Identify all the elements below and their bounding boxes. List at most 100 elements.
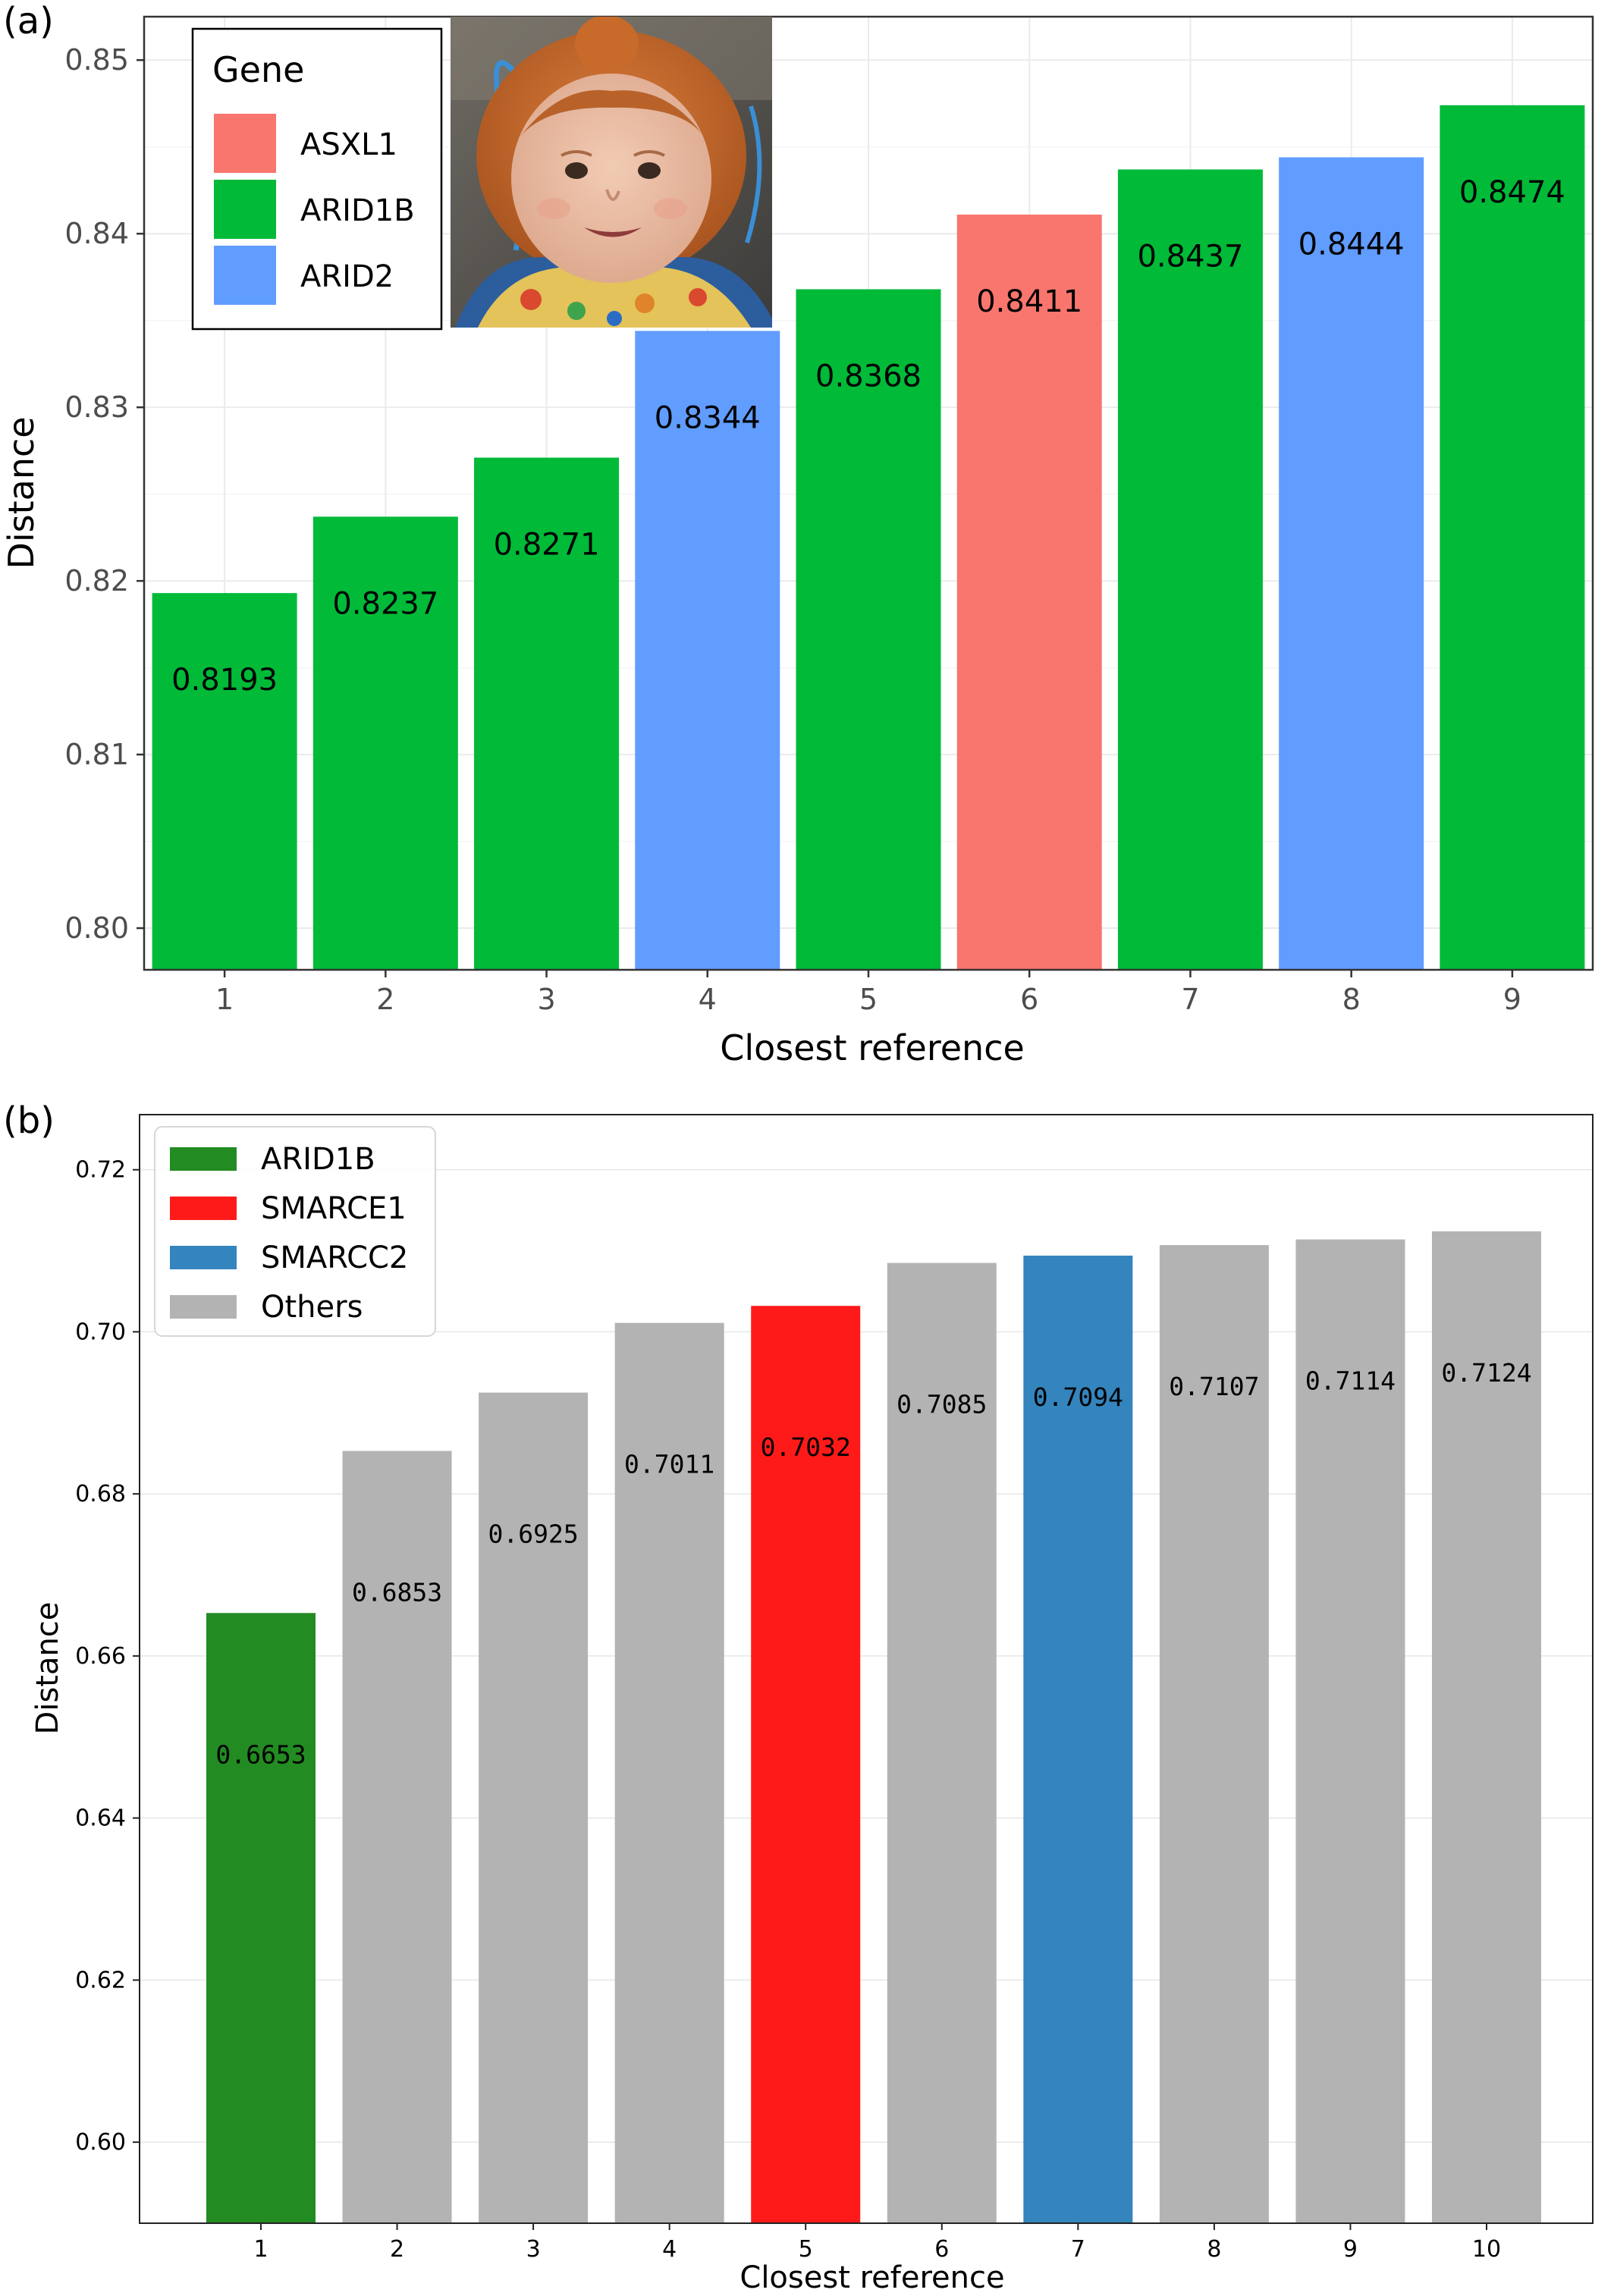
legend-label-asxl1: ASXL1 bbox=[300, 127, 397, 162]
x-tick-label: 3 bbox=[537, 983, 555, 1016]
bar-value-label: 0.7124 bbox=[1441, 1358, 1531, 1388]
legend-swatch-arid2 bbox=[214, 246, 276, 305]
x-tick-label: 3 bbox=[526, 2236, 541, 2263]
chart-b-y-ticks: 0.60 0.62 0.64 0.66 0.68 0.70 0.72 bbox=[75, 1157, 140, 2156]
x-tick-label: 10 bbox=[1472, 2236, 1501, 2263]
y-tick-label: 0.85 bbox=[64, 43, 129, 77]
y-tick-label: 0.60 bbox=[75, 2129, 126, 2156]
bar-5 bbox=[796, 289, 941, 970]
bar-6 bbox=[956, 215, 1102, 971]
y-tick-label: 0.66 bbox=[75, 1643, 126, 1670]
bar-10 bbox=[1432, 1231, 1541, 2223]
bar-2 bbox=[312, 516, 458, 970]
y-tick-label: 0.68 bbox=[75, 1481, 126, 1507]
bar-3 bbox=[479, 1392, 589, 2223]
bar-value-label: 0.8344 bbox=[655, 400, 761, 435]
chart-a-x-axis-title: Closest reference bbox=[720, 1027, 1025, 1068]
y-tick-label: 0.62 bbox=[75, 1967, 126, 1993]
bar-7 bbox=[1117, 169, 1263, 971]
bar-4 bbox=[635, 331, 780, 970]
bar-4 bbox=[614, 1322, 724, 2223]
bar-value-label: 0.7085 bbox=[896, 1390, 987, 1419]
x-tick-label: 6 bbox=[1020, 983, 1038, 1016]
legend-swatch-asxl1 bbox=[214, 114, 276, 173]
x-tick-label: 8 bbox=[1342, 983, 1361, 1016]
legend-swatch-arid1b-b bbox=[170, 1147, 237, 1171]
y-tick-label: 0.81 bbox=[64, 738, 129, 771]
bar-value-label: 0.6853 bbox=[352, 1578, 442, 1608]
bar-value-label: 0.7114 bbox=[1305, 1366, 1396, 1396]
chart-b-x-ticks: 1 2 3 4 5 6 7 8 9 10 bbox=[253, 2223, 1501, 2263]
chart-b-bar-labels: 0.6653 0.6853 0.6925 0.7011 0.7032 0.7085 0.70… bbox=[215, 1358, 1531, 1769]
bar-value-label: 0.8411 bbox=[976, 284, 1082, 319]
chart-b-legend: ARID1B SMARCE1 SMARCC2 Others bbox=[154, 1126, 436, 1337]
legend-swatch-smarcc2 bbox=[170, 1246, 237, 1269]
legend-label-arid1b-b: ARID1B bbox=[261, 1142, 375, 1177]
chart-b-bars bbox=[206, 1231, 1541, 2223]
chart-a-y-ticks: 0.80 0.81 0.82 0.83 0.84 0.85 bbox=[64, 43, 144, 945]
bar-value-label: 0.6925 bbox=[488, 1520, 579, 1549]
y-tick-label: 0.64 bbox=[75, 1805, 126, 1832]
panel-label-b: (b) bbox=[3, 1099, 55, 1142]
bar-1 bbox=[206, 1613, 316, 2223]
x-tick-label: 9 bbox=[1503, 983, 1521, 1016]
chart-a-bar-labels: 0.8193 0.8237 0.8271 0.8344 0.8368 0.8411 0.84… bbox=[171, 175, 1565, 698]
legend-swatch-others bbox=[170, 1295, 237, 1319]
x-tick-label: 1 bbox=[215, 983, 234, 1016]
legend-label-arid1b: ARID1B bbox=[300, 193, 415, 228]
bar-8 bbox=[1279, 157, 1424, 971]
child-portrait-photo bbox=[451, 17, 772, 328]
y-tick-label: 0.82 bbox=[64, 564, 129, 598]
chart-b-x-axis-title: Closest reference bbox=[739, 2260, 1004, 2295]
bar-value-label: 0.8474 bbox=[1459, 175, 1565, 210]
bar-6 bbox=[887, 1262, 997, 2223]
x-tick-label: 4 bbox=[662, 2236, 677, 2263]
bar-7 bbox=[1023, 1255, 1133, 2223]
chart-a-bars bbox=[152, 105, 1585, 971]
bar-1 bbox=[152, 593, 297, 970]
bar-9 bbox=[1440, 105, 1585, 970]
bar-9 bbox=[1295, 1239, 1405, 2223]
bar-2 bbox=[342, 1451, 452, 2223]
legend-swatch-smarce1 bbox=[170, 1197, 237, 1220]
legend-swatch-arid1b bbox=[214, 180, 276, 239]
bar-value-label: 0.7011 bbox=[624, 1450, 714, 1479]
bar-value-label: 0.8271 bbox=[494, 528, 600, 563]
bar-value-label: 0.8368 bbox=[815, 359, 922, 394]
bar-value-label: 0.7032 bbox=[761, 1432, 851, 1462]
bar-value-label: 0.7094 bbox=[1033, 1382, 1123, 1412]
x-tick-label: 5 bbox=[859, 983, 878, 1016]
chart-a-y-axis-title: Distance bbox=[1, 416, 42, 569]
bar-value-label: 0.8193 bbox=[171, 663, 278, 698]
x-tick-label: 8 bbox=[1207, 2236, 1221, 2263]
legend-label-smarcc2: SMARCC2 bbox=[261, 1241, 408, 1275]
y-tick-label: 0.83 bbox=[64, 391, 129, 424]
y-tick-label: 0.72 bbox=[75, 1157, 126, 1184]
chart-a-x-ticks: 1 2 3 4 5 6 7 8 9 bbox=[215, 970, 1521, 1016]
panel-label-a: (a) bbox=[3, 0, 54, 42]
x-tick-label: 1 bbox=[253, 2236, 268, 2263]
chart-b-legend-box bbox=[154, 1126, 436, 1337]
bar-value-label: 0.8444 bbox=[1298, 227, 1405, 262]
legend-label-smarce1: SMARCE1 bbox=[261, 1191, 407, 1226]
legend-label-others: Others bbox=[261, 1290, 363, 1325]
y-tick-label: 0.80 bbox=[64, 911, 129, 945]
y-tick-label: 0.84 bbox=[64, 217, 129, 250]
chart-b-y-axis-title: Distance bbox=[30, 1602, 65, 1735]
chart-b-plot-border bbox=[139, 1114, 1594, 2224]
x-tick-label: 4 bbox=[699, 983, 717, 1016]
chart-a-legend: Gene ASXL1 ARID1B ARID2 bbox=[191, 27, 443, 331]
bar-3 bbox=[474, 457, 620, 970]
x-tick-label: 9 bbox=[1343, 2236, 1358, 2263]
bar-8 bbox=[1159, 1245, 1269, 2223]
bar-value-label: 0.7107 bbox=[1169, 1372, 1259, 1401]
bar-value-label: 0.6653 bbox=[215, 1739, 306, 1769]
chart-a: 0.81930.82370.82710.83440.83680.84110.84… bbox=[1, 15, 1594, 1068]
x-tick-label: 7 bbox=[1071, 2236, 1085, 2263]
x-tick-label: 5 bbox=[799, 2236, 813, 2263]
chart-a-legend-title: Gene bbox=[212, 49, 304, 90]
x-tick-label: 6 bbox=[934, 2236, 949, 2263]
x-tick-label: 7 bbox=[1181, 983, 1199, 1016]
x-tick-label: 2 bbox=[390, 2236, 404, 2263]
